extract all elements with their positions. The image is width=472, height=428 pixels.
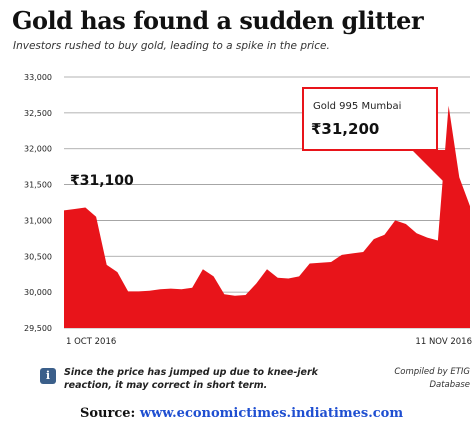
callout-value: ₹31,200 xyxy=(311,120,379,138)
y-tick-label: 31,000 xyxy=(24,216,52,225)
x-tick-label: 1 OCT 2016 xyxy=(66,337,116,347)
y-axis-ticks: 29,500 30,000 30,500 31,000 31,500 32,000 32,5… xyxy=(24,73,52,333)
start-value-label: ₹31,100 xyxy=(70,173,134,189)
chart-subtitle: Investors rushed to buy gold, leading to… xyxy=(13,40,330,52)
callout-label: Gold 995 Mumbai xyxy=(313,101,401,112)
y-tick-label: 30,500 xyxy=(24,252,52,261)
source-link[interactable]: www.economictimes.indiatimes.com xyxy=(139,406,404,421)
y-tick-label: 32,000 xyxy=(24,145,52,154)
footnote-line-2: reaction, it may correct in short term. xyxy=(64,380,268,391)
footnote: Since the price has jumped up due to kne… xyxy=(64,366,364,392)
y-tick-label: 32,500 xyxy=(24,109,52,118)
x-axis-labels: 1 OCT 2016 11 NOV 2016 xyxy=(66,337,472,347)
source-label: Source: xyxy=(80,406,136,421)
price-area xyxy=(64,105,470,328)
credit-line-1: Compiled by ETIG xyxy=(394,367,470,377)
area-chart: 29,500 30,000 30,500 31,000 31,500 32,000 32,5… xyxy=(24,73,472,347)
credit-line-2: Database xyxy=(429,380,470,390)
footnote-line-1: Since the price has jumped up due to kne… xyxy=(64,367,318,378)
callout-box: Gold 995 Mumbai ₹31,200 xyxy=(302,87,452,190)
callout-pointer xyxy=(412,150,452,190)
y-tick-label: 33,000 xyxy=(24,73,52,82)
y-tick-label: 29,500 xyxy=(24,324,52,333)
chart-title: Gold has found a sudden glitter xyxy=(12,6,424,35)
callout-frame xyxy=(302,87,438,151)
y-tick-label: 31,500 xyxy=(24,181,52,190)
info-icon: i xyxy=(40,368,56,384)
y-tick-label: 30,000 xyxy=(24,288,52,297)
source-line: Source: www.economictimes.indiatimes.com xyxy=(80,406,403,421)
credit: Compiled by ETIG Database xyxy=(384,366,470,392)
x-tick-label: 11 NOV 2016 xyxy=(415,337,472,347)
